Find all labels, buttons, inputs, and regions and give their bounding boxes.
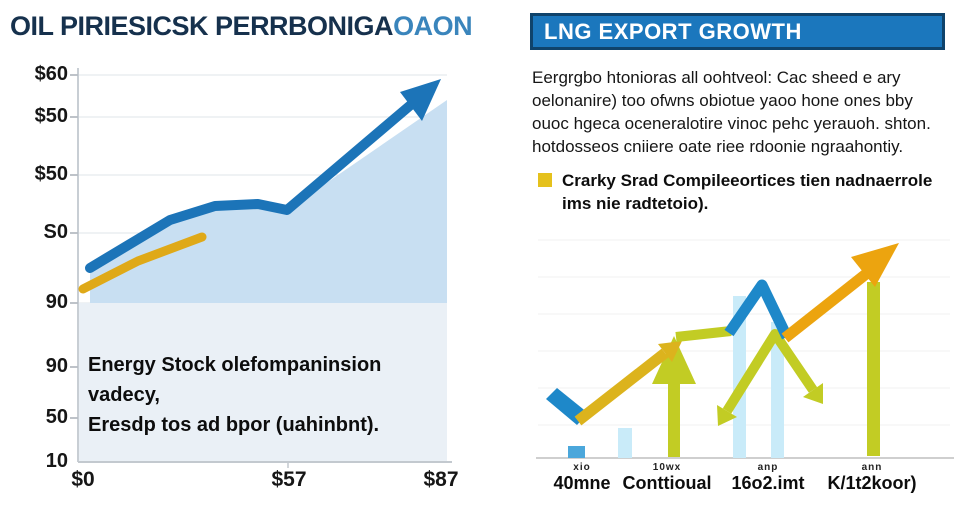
olive-zigzag-arrowhead-left (717, 405, 737, 426)
gold-rising-segment-2 (781, 269, 870, 343)
left-y-tick-4: 90 (45, 291, 68, 313)
blue-peak-segment (724, 279, 792, 340)
right-panel-legend: Crarky Srad Compileeortices tien nadnaer… (538, 169, 942, 215)
bar-small-blue (568, 446, 585, 458)
right-x-tick-0-label: 40mne (553, 473, 611, 493)
gold-main-arrowhead (851, 243, 899, 287)
left-x-tick-2: $87 (423, 468, 459, 491)
right-x-tick-2-sub: anp (757, 462, 779, 473)
left-y-tick-5: 90 (45, 355, 68, 377)
right-x-tick-2: anp 16o2.imt (708, 462, 828, 493)
bar-olive-tall (867, 282, 880, 456)
left-panel-title-light: OAON (393, 11, 473, 41)
left-chart-y-tickmarks (70, 74, 78, 419)
right-x-tick-3: ann K/1t2koor) (812, 462, 932, 493)
legend-label: Crarky Srad Compileeortices tien nadnaer… (562, 171, 933, 213)
left-y-tick-7: 10 (45, 450, 68, 472)
right-x-tick-3-label: K/1t2koor) (827, 473, 917, 493)
left-y-tick-3: S0 (43, 221, 68, 243)
left-chart-area-fill (90, 100, 447, 303)
left-chart-annotation: Energy Stock olefompaninsion vadecy, Ere… (88, 354, 382, 436)
right-panel-paragraph: Eergrgbo htonioras all oohtveol: Cac she… (532, 68, 931, 156)
left-chart-arrowhead (400, 79, 441, 121)
right-x-tick-0: xio 40mne (522, 462, 642, 493)
gold-segment-1-arrowhead (658, 341, 682, 362)
bar-light-3 (771, 322, 784, 458)
bar-light-1 (618, 428, 632, 458)
left-x-tick-0: $0 (71, 468, 95, 491)
olive-zigzag-double-arrow (717, 329, 823, 426)
right-x-tick-1-label: Conttioual (622, 473, 712, 493)
right-x-tick-0-sub: xio (573, 462, 591, 473)
right-x-tick-1-sub: 10wx (652, 462, 682, 473)
olive-zigzag-arrowhead-right (803, 383, 823, 404)
right-panel-banner-title: LNG EXPORT GROWTH (544, 19, 802, 44)
olive-horizontal-segment (675, 326, 732, 342)
left-chart-main-line (85, 98, 418, 273)
left-y-tick-1: $50 (34, 105, 68, 127)
right-x-tick-2-label: 16o2.imt (731, 473, 805, 493)
left-chart (70, 68, 452, 468)
left-y-tick-6: 50 (45, 406, 68, 428)
gold-rising-segment-1 (574, 348, 669, 426)
olive-up-arrow (652, 336, 696, 457)
left-panel-title: OIL PIRIESICSK PERRBONIGAOAON (10, 11, 473, 42)
right-x-tick-1: 10wx Conttioual (607, 462, 727, 493)
left-x-tick-1: $57 (271, 468, 307, 491)
left-y-tick-0: $60 (34, 63, 68, 85)
bar-light-2 (733, 296, 746, 458)
left-chart-lower-band (79, 303, 447, 462)
left-chart-secondary-line (78, 232, 207, 294)
left-y-tick-2: $50 (34, 163, 68, 185)
left-panel-title-dark: OIL PIRIESICSK PERRBONIGA (10, 11, 394, 41)
right-panel-banner: LNG EXPORT GROWTH (530, 13, 945, 50)
right-x-tick-3-sub: ann (861, 462, 883, 473)
legend-swatch-icon (538, 173, 552, 187)
right-chart (536, 239, 954, 459)
